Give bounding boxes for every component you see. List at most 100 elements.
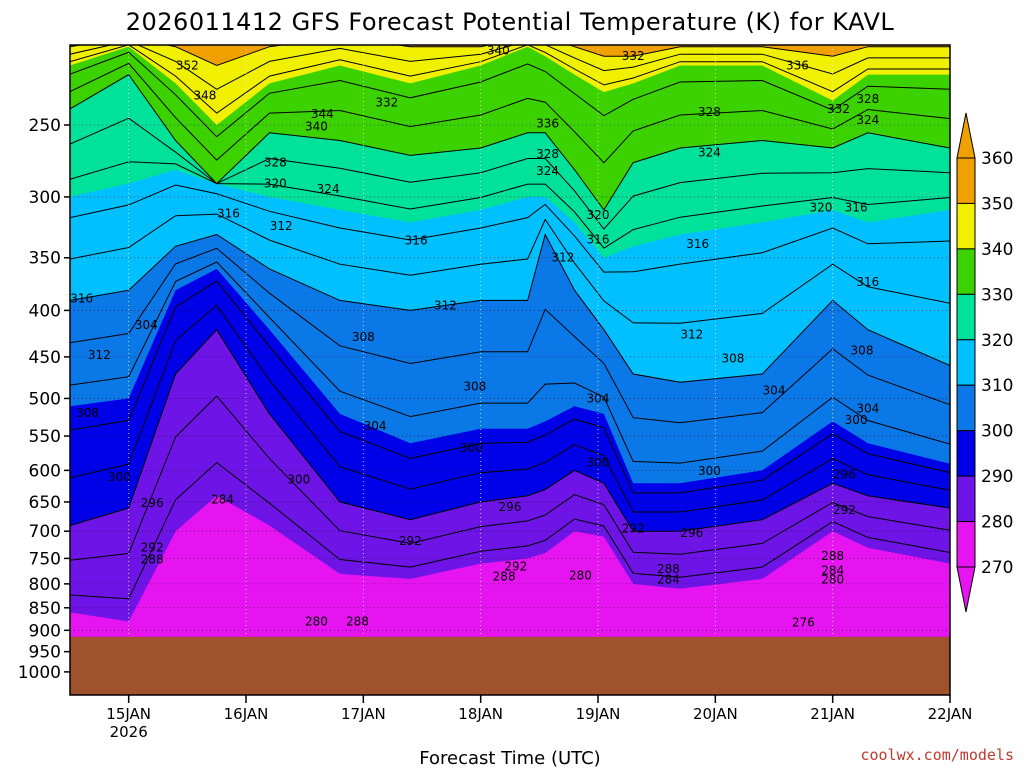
contour-label: 324 — [856, 113, 879, 127]
x-tick-label: 19JAN — [576, 705, 621, 723]
contour-label: 300 — [845, 413, 868, 427]
y-tick-label: 250 — [29, 116, 61, 136]
x-tick-label: 16JAN — [224, 705, 269, 723]
colorbar-band-340 — [956, 202, 976, 250]
isentrope-298 — [70, 280, 950, 494]
contour-label: 280 — [569, 568, 592, 582]
contour-label: 288 — [141, 552, 164, 566]
contour-label: 316 — [686, 237, 709, 251]
y-tick-label: 400 — [29, 301, 61, 321]
contour-label: 340 — [305, 120, 328, 134]
colorbar-tick-label: 310 — [981, 376, 1013, 396]
contour-label: 308 — [76, 406, 99, 420]
contour-label: 328 — [264, 156, 287, 170]
y-tick-label: 950 — [29, 643, 61, 663]
contour-label: 296 — [499, 500, 522, 514]
x-tick-label: 21JAN — [810, 705, 855, 723]
contour-label: 300 — [460, 441, 483, 455]
isentrope-302 — [70, 261, 950, 464]
colorbar-under-arrow — [956, 566, 976, 613]
contour-label: 312 — [88, 348, 111, 362]
colorbar-band-330 — [956, 248, 976, 295]
x-tick-label: 20JAN — [693, 705, 738, 723]
y-tick-label: 700 — [29, 522, 61, 542]
contour-label: 296 — [141, 496, 164, 510]
contour-label: 312 — [680, 327, 703, 341]
colorbar-band-320 — [956, 293, 976, 341]
contour-label: 312 — [270, 219, 293, 233]
contour-label: 328 — [856, 92, 879, 106]
credit-annotation[interactable]: coolwx.com/models — [860, 746, 1014, 764]
contour-label: 288 — [346, 614, 369, 628]
isentrope-322 — [70, 161, 950, 249]
contour-label: 324 — [698, 145, 721, 159]
contour-label: 316 — [587, 232, 610, 246]
contour-label: 332 — [827, 102, 850, 116]
isentrope-342 — [70, 45, 950, 114]
isentrope-294 — [70, 304, 950, 513]
contour-label: 348 — [193, 89, 216, 103]
y-tick-label: 1000 — [18, 663, 61, 683]
contour-label: 296 — [680, 526, 703, 540]
colorbar-tick-label: 270 — [981, 558, 1013, 578]
colorbar-tick-label: 350 — [981, 194, 1013, 214]
chart-title: 2026011412 GFS Forecast Potential Temper… — [126, 8, 895, 36]
contour-label: 292 — [833, 503, 856, 517]
contour-label: 332 — [622, 49, 645, 63]
contour-label: 284 — [211, 493, 234, 507]
contour-label: 308 — [721, 352, 744, 366]
y-tick-label: 550 — [29, 427, 61, 447]
y-axis: 2503003504004505005506006507007508008509… — [18, 116, 70, 683]
isentrope-282 — [70, 461, 950, 600]
colorbar-band-270 — [956, 521, 976, 568]
colorbar-band-300 — [956, 384, 976, 432]
contour-label: 336 — [536, 116, 559, 130]
terrain-rect — [70, 636, 950, 695]
x-tick-label: 17JAN — [341, 705, 386, 723]
colorbar-tick-label: 280 — [981, 513, 1013, 533]
contour-label: 312 — [434, 298, 457, 312]
contour-label: 300 — [108, 470, 131, 484]
contour-label: 304 — [856, 402, 879, 416]
theta-bands — [70, 45, 950, 695]
isentrope-286 — [70, 395, 950, 561]
contour-label: 320 — [809, 200, 832, 214]
contour-label: 336 — [786, 59, 809, 73]
y-tick-label: 800 — [29, 575, 61, 595]
contour-label: 316 — [217, 207, 240, 221]
isentrope-334 — [70, 62, 950, 164]
isentrope-306 — [70, 247, 950, 424]
contour-label: 296 — [833, 467, 856, 481]
contour-label: 312 — [551, 251, 574, 265]
theta-contour-lines — [70, 45, 950, 600]
y-tick-label: 750 — [29, 549, 61, 569]
colorbar-tick-label: 340 — [981, 240, 1013, 260]
contour-label: 308 — [352, 330, 375, 344]
x-tick-sublabel: 2026 — [110, 723, 148, 741]
contour-label: 292 — [504, 560, 527, 574]
x-tick-label: 15JAN — [106, 705, 151, 723]
contour-label: 316 — [845, 200, 868, 214]
contour-label: 276 — [792, 615, 815, 629]
isentrope-338 — [70, 51, 950, 138]
isentrope-310 — [70, 233, 950, 383]
y-tick-label: 350 — [29, 249, 61, 269]
contour-label: 304 — [763, 383, 786, 397]
colorbar-tick-label: 320 — [981, 331, 1013, 351]
y-tick-label: 850 — [29, 599, 61, 619]
contour-label: 324 — [317, 182, 340, 196]
x-axis-label: Forecast Time (UTC) — [419, 748, 600, 768]
y-tick-label: 450 — [29, 348, 61, 368]
y-tick-label: 900 — [29, 621, 61, 641]
x-tick-label: 22JAN — [928, 705, 973, 723]
contour-label: 300 — [698, 464, 721, 478]
contour-label: 288 — [821, 549, 844, 563]
colorbar-tick-label: 290 — [981, 467, 1013, 487]
colorbar-tick-label: 300 — [981, 422, 1013, 442]
contour-label: 300 — [287, 472, 310, 486]
contour-label: 304 — [364, 419, 387, 433]
contour-label: 292 — [399, 534, 422, 548]
colorbar-over-arrow — [956, 112, 976, 159]
colorbar: 360 350 340 330 320 310 300 290 280 270 — [956, 112, 1013, 613]
